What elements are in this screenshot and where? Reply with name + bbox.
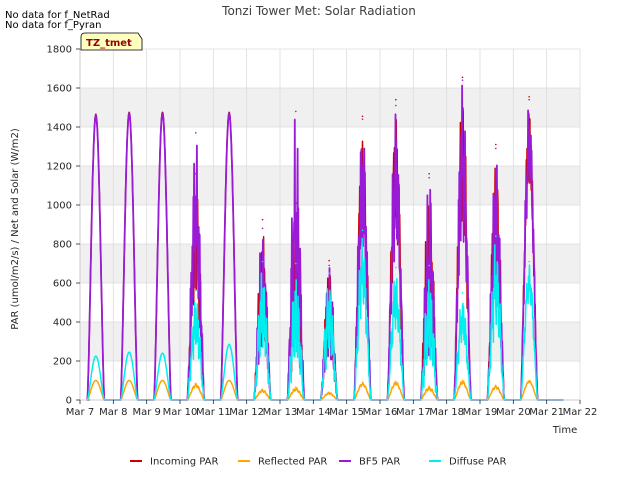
data-point (361, 229, 364, 232)
data-point (328, 391, 330, 394)
x-tick-label: Mar 14 (296, 407, 331, 418)
data-point (161, 112, 164, 115)
data-point (495, 147, 497, 150)
data-point (528, 379, 530, 382)
y-tick-label: 200 (53, 357, 72, 368)
y-axis-title: PAR (umol/m2/s) / Net and Solar (W/m2) (10, 128, 21, 330)
legend-label: BF5 PAR (359, 457, 400, 468)
data-point (261, 227, 264, 230)
x-axis-title: Time (552, 425, 577, 436)
legend: Incoming PAR Reflected PAR BF5 PAR Diffuse … (130, 457, 506, 468)
data-point (528, 95, 530, 98)
y-tick-label: 400 (53, 318, 72, 329)
y-tick-label: 600 (53, 279, 72, 290)
no-data-pyran-note: No data for f_Pyran (5, 20, 101, 31)
data-point (195, 132, 197, 134)
data-point (128, 351, 130, 354)
data-point (495, 143, 497, 146)
data-point (295, 386, 297, 389)
legend-label: Reflected PAR (258, 457, 327, 468)
grid-lines (79, 48, 581, 401)
data-point (461, 379, 464, 382)
y-tick-label: 1000 (47, 201, 72, 212)
x-tick-label: Mar 8 (99, 407, 127, 418)
data-point (361, 115, 364, 118)
x-tick-label: Mar 21 (529, 407, 564, 418)
data-point (95, 355, 97, 357)
data-point (361, 118, 364, 120)
grid-band (80, 88, 580, 127)
data-point (95, 379, 97, 382)
data-point (428, 385, 430, 388)
x-tick-label: Mar 11 (196, 407, 231, 418)
chart-title: Tonzi Tower Met: Solar Radiation (221, 4, 416, 18)
data-point (395, 98, 397, 101)
data-point (328, 259, 330, 262)
x-tick-label: Mar 10 (163, 407, 198, 418)
x-tick-label: Mar 15 (329, 407, 364, 418)
data-point (495, 235, 497, 237)
data-point (128, 112, 130, 115)
site-tag-label: TZ_tmet (86, 38, 132, 49)
data-point (395, 380, 397, 383)
x-tick-label: Mar 9 (132, 407, 160, 418)
y-tick-label: 1800 (47, 45, 72, 56)
data-point (161, 352, 164, 355)
data-point (261, 218, 264, 221)
data-point (295, 262, 297, 265)
site-tag-box (80, 32, 143, 51)
x-tick-label: Mar 7 (66, 407, 94, 418)
y-tick-label: 1400 (47, 123, 72, 134)
data-point (228, 379, 230, 382)
x-tick-label: Mar 18 (429, 407, 464, 418)
data-point (395, 104, 397, 107)
x-tick-label: Mar 16 (363, 407, 398, 418)
data-point (295, 110, 297, 113)
y-tick-label: 1600 (47, 84, 72, 95)
legend-label: Incoming PAR (150, 457, 219, 468)
data-point (161, 379, 164, 382)
data-point (328, 264, 330, 267)
data-point (395, 266, 397, 269)
data-point (228, 112, 230, 115)
y-axis-ticks: 0 200 400 600 800 1000 1200 1400 1600 1800 (47, 45, 80, 407)
x-tick-label: Mar 17 (396, 407, 431, 418)
data-point (328, 272, 330, 275)
data-point (128, 379, 130, 382)
y-tick-label: 0 (66, 396, 72, 407)
x-tick-label: Mar 19 (463, 407, 498, 418)
data-point (228, 343, 230, 346)
x-tick-label: Mar 12 (229, 407, 264, 418)
y-tick-label: 1200 (47, 162, 72, 173)
data-point (528, 260, 530, 263)
data-point (428, 173, 430, 175)
data-point (261, 388, 264, 391)
y-tick-label: 800 (53, 240, 72, 251)
data-point (461, 76, 464, 79)
data-point (528, 98, 530, 101)
no-data-netrad-note: No data for f_NetRad (5, 10, 110, 21)
x-tick-label: Mar 22 (563, 407, 598, 418)
data-point (195, 290, 197, 292)
site-tag: TZ_tmet (80, 32, 143, 51)
x-tick-label: Mar 13 (263, 407, 298, 418)
grid-band (80, 166, 580, 205)
data-point (461, 291, 464, 294)
data-point (95, 114, 97, 117)
data-point (261, 260, 264, 263)
data-point (428, 176, 430, 179)
legend-label: Diffuse PAR (449, 457, 506, 468)
x-tick-label: Mar 20 (496, 407, 531, 418)
data-point (361, 381, 364, 384)
data-point (461, 79, 464, 81)
data-point (195, 382, 197, 385)
data-point (428, 264, 430, 267)
data-point (495, 384, 497, 387)
